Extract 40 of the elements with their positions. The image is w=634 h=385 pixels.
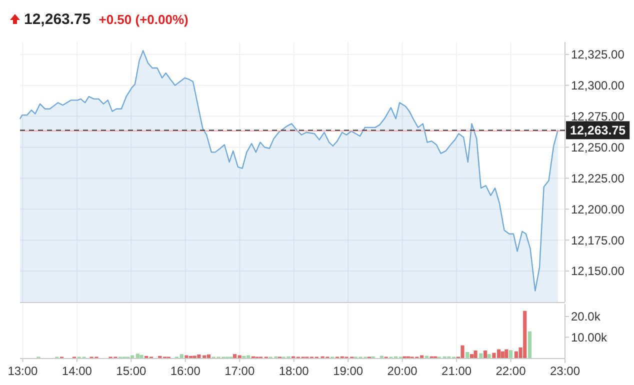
y-tick-label: 12,175.00 [571,233,625,248]
x-tick-label: 19:00 [333,364,364,378]
bar [460,345,464,358]
bar [474,350,478,358]
bar [466,352,470,358]
bar [184,355,188,358]
bar [487,354,491,358]
bar [483,350,488,358]
bar [479,353,483,358]
x-tick-label: 13:00 [8,364,38,378]
chart-title: 12,263.75 [24,11,91,28]
chart-subtitle: +0.50 (+0.00%) [98,12,188,27]
x-tick-label: 16:00 [170,364,201,378]
bar [528,331,532,358]
x-tick-label: 18:00 [278,364,310,378]
bar [130,355,134,358]
y-tick-label: 12,150.00 [571,264,625,278]
y-tick-label: 12,275.00 [571,109,625,124]
y-tick-label: 10.00k [571,330,608,344]
y-tick-label: 12,325.00 [571,48,625,62]
bar [136,354,140,358]
x-tick-label: 14:00 [62,364,92,378]
x-tick-label: 21:00 [442,364,472,378]
x-tick-label: 15:00 [116,364,147,378]
x-tick-label: 23:00 [550,364,580,378]
y-tick-label: 12,200.00 [571,202,625,216]
bar [500,351,504,358]
bar [508,350,513,358]
y-tick-label: 12,225.00 [571,171,625,186]
bar [470,354,474,358]
bar [206,354,211,358]
bar [504,349,508,358]
x-tick-label: 20:00 [387,364,418,378]
y-tick-label: 12,250.00 [571,140,625,154]
y-tick-label: 20.0k [571,310,602,324]
x-tick-label: 17:00 [224,364,255,378]
x-tick-label: 22:00 [496,364,526,378]
ref-line-label: 12,263.75 [570,124,626,138]
y-tick-label: 12,300.00 [571,78,625,93]
bar [140,354,144,358]
